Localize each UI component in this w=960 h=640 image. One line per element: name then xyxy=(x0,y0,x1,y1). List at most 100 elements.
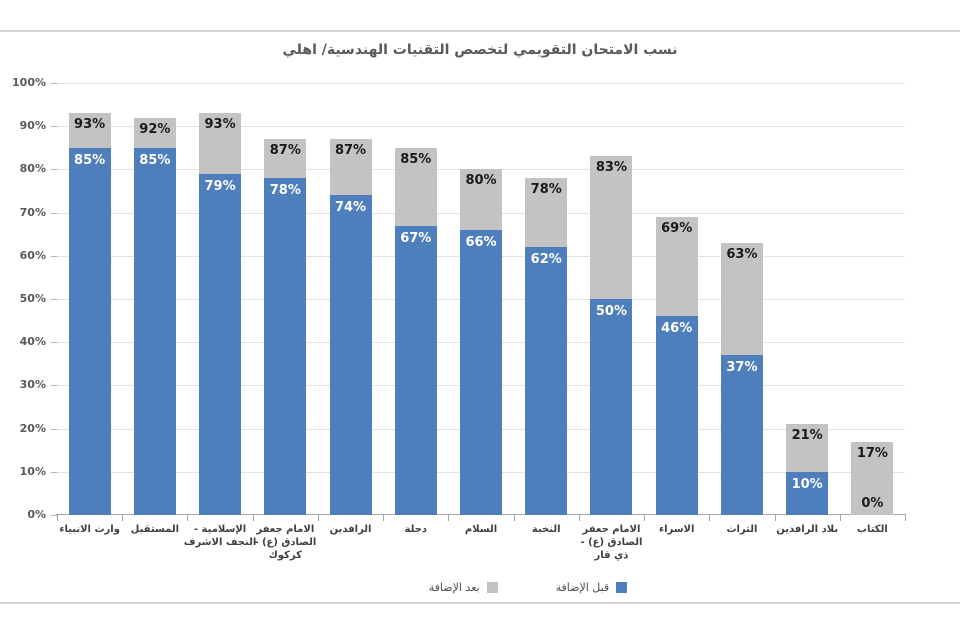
bar-segment-before-addition xyxy=(590,299,633,515)
bar-before-label: 85% xyxy=(139,152,171,168)
x-category-label: الامام جعفر الصادق (ع) - كركوك xyxy=(254,524,317,561)
x-axis-tick xyxy=(187,515,189,521)
x-axis-tick xyxy=(774,515,776,521)
bar-segment-before-addition xyxy=(68,147,111,515)
bar-total-label: 63% xyxy=(726,246,758,262)
bar-total-label: 69% xyxy=(661,220,693,236)
x-category-label: الاسراء xyxy=(658,524,695,535)
x-axis-tick xyxy=(905,515,906,521)
bar: 17% 0% xyxy=(851,441,894,515)
chart-title: نسب الامتحان التقويمي لتخصص التقنيات اله… xyxy=(282,42,678,58)
legend-swatch xyxy=(486,581,498,593)
x-axis-tick xyxy=(839,515,841,521)
y-axis-tick xyxy=(51,212,57,214)
y-axis-tick-label: 50% xyxy=(19,292,46,305)
x-axis-tick xyxy=(709,515,711,521)
x-category-label: التراث xyxy=(726,524,758,535)
y-axis-tick-label: 20% xyxy=(19,421,46,435)
bar-before-label: 74% xyxy=(334,200,367,216)
x-category-label: السلام xyxy=(464,524,498,535)
legend: بعد الإضافة قبل الإضافة xyxy=(48,577,960,597)
bar: 87% 78% xyxy=(264,139,307,515)
y-axis-tick-label: 40% xyxy=(19,335,46,349)
y-axis-tick-label: 90% xyxy=(19,119,46,133)
bar-segment-after-addition xyxy=(851,441,894,515)
bar: 80% 66% xyxy=(460,169,502,515)
bar-before-label: 67% xyxy=(400,230,432,246)
x-axis-tick xyxy=(383,515,385,521)
bar-segment-after-addition xyxy=(264,139,307,179)
bar-segment-after-addition xyxy=(460,169,502,230)
y-axis-tick xyxy=(51,169,57,171)
x-category-label: الرافدين xyxy=(329,524,372,535)
bar-before-label: 62% xyxy=(530,252,562,268)
y-axis-tick-label: 30% xyxy=(19,378,46,392)
bar-segment-before-addition xyxy=(199,173,242,515)
x-category-label: الإسلامية - النجف الاشرف xyxy=(183,524,257,548)
bar-total-label: 87% xyxy=(334,143,367,159)
bar-total-label: 93% xyxy=(74,117,106,133)
x-axis-tick xyxy=(252,515,254,521)
page-bottom-border xyxy=(0,602,960,604)
bar-segment-after-addition xyxy=(68,113,111,148)
bar: 78% 62% xyxy=(525,178,568,515)
x-category-label: الكتاب xyxy=(856,524,888,535)
bar-segment-before-addition xyxy=(720,355,763,515)
bar-segment-after-addition xyxy=(655,216,698,317)
x-category-label: الامام جعفر الصادق (ع) - ذي قار xyxy=(580,524,643,561)
legend-item: بعد الإضافة xyxy=(429,581,498,594)
bar-segment-after-addition xyxy=(590,156,633,299)
x-axis-labels: وارث الانبياء المستقبل الإسلامية - النجف ا… xyxy=(57,521,905,577)
y-axis-tick xyxy=(51,126,57,128)
x-axis-tick xyxy=(644,515,646,521)
bar-segment-after-addition xyxy=(133,117,176,148)
bar-before-label: 79% xyxy=(204,178,236,194)
plot-area: 93% 85% 92% 85% 93% 79% 87% 78% 87% 74% 85% 67% 80% 6… xyxy=(51,83,906,521)
y-axis-tick xyxy=(51,83,57,84)
y-axis-tick-label: 80% xyxy=(19,162,46,176)
bar-before-label: 50% xyxy=(595,304,628,319)
bar-segment-before-addition xyxy=(460,229,502,515)
bar-total-label: 93% xyxy=(204,117,236,133)
y-axis-tick xyxy=(51,255,57,257)
bar-total-label: 17% xyxy=(856,445,888,461)
y-axis-tick-label: 70% xyxy=(19,205,46,219)
bar: 21% 10% xyxy=(786,424,829,515)
bar-before-label: 78% xyxy=(269,183,301,199)
bar: 92% 85% xyxy=(133,117,176,515)
bar-segment-before-addition xyxy=(329,195,372,515)
bar: 83% 50% xyxy=(590,156,633,515)
bar-segment-after-addition xyxy=(786,424,829,472)
bar: 69% 46% xyxy=(655,216,698,515)
bar-segment-after-addition xyxy=(394,147,437,226)
gridline xyxy=(57,126,905,128)
bar-before-label: 85% xyxy=(74,152,106,168)
bar-segment-after-addition xyxy=(525,178,568,248)
bar-total-label: 85% xyxy=(400,151,432,167)
y-axis-tick xyxy=(51,471,57,473)
bar-before-label: 10% xyxy=(791,476,823,492)
bar-before-label: 0% xyxy=(861,496,884,511)
bar-total-label: 80% xyxy=(465,173,497,189)
x-category-label: وارث الانبياء xyxy=(59,524,120,535)
bar-segment-before-addition xyxy=(786,471,829,515)
gridline xyxy=(57,83,905,84)
legend-swatch xyxy=(616,581,628,593)
bar-segment-before-addition xyxy=(655,316,698,515)
bar-segment-before-addition xyxy=(264,178,307,515)
bar-segment-after-addition xyxy=(329,139,372,196)
legend-label: بعد الإضافة xyxy=(428,580,480,594)
y-axis-tick-label: 100% xyxy=(12,76,46,89)
bar-segment-before-addition xyxy=(525,247,568,515)
legend-label: قبل الإضافة xyxy=(555,580,610,594)
bar: 87% 74% xyxy=(329,139,372,515)
bar-total-label: 87% xyxy=(269,143,301,159)
bar-before-label: 37% xyxy=(726,360,758,376)
bar-segment-before-addition xyxy=(394,225,437,515)
x-axis-tick xyxy=(448,515,450,521)
y-axis-tick xyxy=(51,299,57,300)
bar-segment-before-addition xyxy=(133,147,176,515)
bar-before-label: 46% xyxy=(661,321,693,337)
y-axis-tick-label: 0% xyxy=(27,508,46,521)
bar: 85% 67% xyxy=(394,147,437,515)
